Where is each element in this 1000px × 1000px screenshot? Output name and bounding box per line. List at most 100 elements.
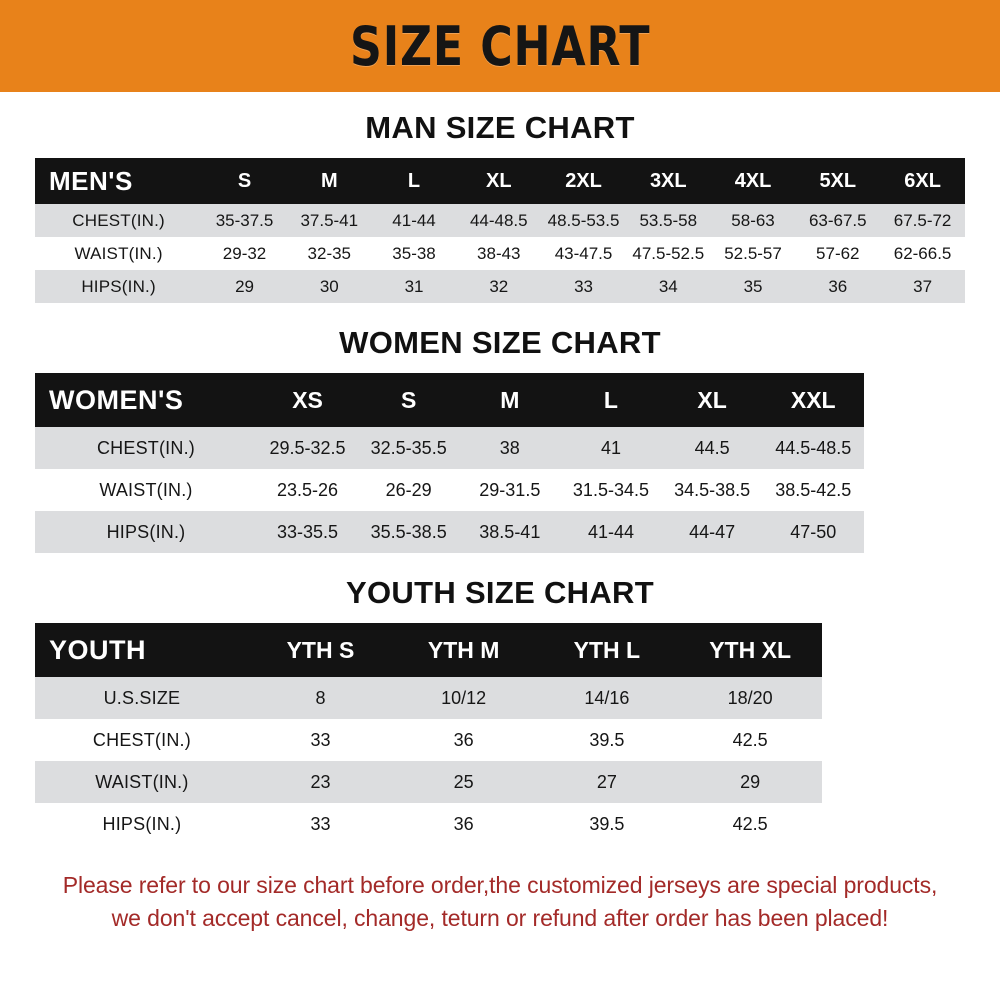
row-label: CHEST(IN.): [35, 719, 249, 761]
column-header-s: S: [358, 373, 460, 427]
table-row: WAIST(IN.) 23 25 27 29: [35, 761, 965, 803]
measurement-cell: 48.5-53.5: [541, 204, 626, 237]
row-label: CHEST(IN.): [35, 204, 203, 237]
table-row: CHEST(IN.) 29.5-32.5 32.5-35.5 38 41 44.5 44.5…: [35, 427, 965, 469]
column-header-xs: XS: [256, 373, 359, 427]
table-corner-label: MEN'S: [35, 158, 203, 204]
table-header-row: YOUTH YTH S YTH M YTH L YTH XL: [35, 623, 965, 677]
measurement-cell: 29: [678, 761, 822, 803]
column-header-xl: XL: [456, 158, 542, 204]
measurement-cell: 33: [541, 270, 626, 303]
women-size-table: WOMEN'S XS S M L XL XXL CHEST(IN.) 29.5-32.5 32.…: [35, 373, 965, 553]
column-header-spacer: [821, 623, 965, 677]
man-table-wrap: MEN'S S M L XL 2XL 3XL 4XL 5XL 6XL CHEST(IN.) 35-37…: [35, 158, 965, 303]
column-header-3xl: 3XL: [625, 158, 711, 204]
measurement-cell: 32.5-35.5: [358, 427, 460, 469]
column-header-xl: XL: [661, 373, 763, 427]
measurement-cell-spacer: [863, 427, 965, 469]
measurement-cell: 34.5-38.5: [661, 469, 763, 511]
measurement-cell-spacer: [863, 469, 965, 511]
order-policy-note-line-1: Please refer to our size chart before or…: [62, 872, 938, 898]
measurement-cell: 67.5-72: [880, 204, 965, 237]
measurement-cell: 35: [710, 270, 796, 303]
table-row: WAIST(IN.) 23.5-26 26-29 29-31.5 31.5-34.5 34…: [35, 469, 965, 511]
measurement-cell: 41-44: [560, 511, 662, 553]
table-header-row: MEN'S S M L XL 2XL 3XL 4XL 5XL 6XL: [35, 158, 965, 204]
row-label: U.S.SIZE: [35, 677, 249, 719]
measurement-cell: 14/16: [535, 677, 679, 719]
column-header-5xl: 5XL: [795, 158, 881, 204]
measurement-cell: 41-44: [371, 204, 457, 237]
measurement-cell: 26-29: [358, 469, 460, 511]
measurement-cell: 37: [880, 270, 965, 303]
youth-size-table: YOUTH YTH S YTH M YTH L YTH XL U.S.SIZE 8 10/1…: [35, 623, 965, 845]
measurement-cell: 47-50: [762, 511, 864, 553]
measurement-cell: 35-38: [371, 237, 457, 270]
row-label: HIPS(IN.): [35, 803, 249, 845]
measurement-cell: 38-43: [456, 237, 542, 270]
table-row: HIPS(IN.) 33-35.5 35.5-38.5 38.5-41 41-44 44-…: [35, 511, 965, 553]
row-label: HIPS(IN.): [35, 270, 203, 303]
measurement-cell: 29: [202, 270, 287, 303]
measurement-cell: 39.5: [535, 719, 679, 761]
table-row: HIPS(IN.) 33 36 39.5 42.5: [35, 803, 965, 845]
measurement-cell: 18/20: [678, 677, 822, 719]
column-header-yth-xl: YTH XL: [678, 623, 822, 677]
measurement-cell: 58-63: [710, 204, 796, 237]
women-table-body: WOMEN'S XS S M L XL XXL CHEST(IN.) 29.5-32.5 32.…: [35, 373, 965, 553]
row-label: WAIST(IN.): [35, 761, 249, 803]
table-row: WAIST(IN.) 29-32 32-35 35-38 38-43 43-47.5 47.…: [35, 237, 965, 270]
column-header-yth-l: YTH L: [535, 623, 679, 677]
measurement-cell: 44.5-48.5: [762, 427, 864, 469]
row-label: WAIST(IN.): [35, 237, 203, 270]
measurement-cell: 29-32: [202, 237, 287, 270]
column-header-xxl: XXL: [762, 373, 864, 427]
measurement-cell: 57-62: [795, 237, 881, 270]
measurement-cell: 33-35.5: [256, 511, 359, 553]
measurement-cell: 38.5-41: [459, 511, 561, 553]
measurement-cell: 23.5-26: [256, 469, 359, 511]
measurement-cell: 37.5-41: [286, 204, 372, 237]
measurement-cell-spacer: [821, 803, 965, 845]
measurement-cell: 36: [392, 803, 536, 845]
measurement-cell: 42.5: [678, 719, 822, 761]
measurement-cell: 43-47.5: [541, 237, 626, 270]
measurement-cell: 47.5-52.5: [625, 237, 711, 270]
column-header-6xl: 6XL: [880, 158, 965, 204]
column-header-yth-s: YTH S: [248, 623, 393, 677]
column-header-m: M: [286, 158, 372, 204]
measurement-cell: 30: [286, 270, 372, 303]
row-label: CHEST(IN.): [35, 427, 257, 469]
measurement-cell: 63-67.5: [795, 204, 881, 237]
measurement-cell-spacer: [863, 511, 965, 553]
column-header-2xl: 2XL: [541, 158, 626, 204]
column-header-yth-m: YTH M: [392, 623, 536, 677]
measurement-cell: 38.5-42.5: [762, 469, 864, 511]
youth-table-wrap: YOUTH YTH S YTH M YTH L YTH XL U.S.SIZE 8 10/1…: [35, 623, 965, 845]
man-size-table: MEN'S S M L XL 2XL 3XL 4XL 5XL 6XL CHEST(IN.) 35-37…: [35, 158, 965, 303]
column-header-m: M: [459, 373, 561, 427]
measurement-cell: 31: [371, 270, 457, 303]
measurement-cell: 8: [248, 677, 393, 719]
measurement-cell-spacer: [821, 761, 965, 803]
measurement-cell: 36: [392, 719, 536, 761]
man-table-body: MEN'S S M L XL 2XL 3XL 4XL 5XL 6XL CHEST(IN.) 35-37…: [35, 158, 965, 303]
measurement-cell: 39.5: [535, 803, 679, 845]
column-header-4xl: 4XL: [710, 158, 796, 204]
measurement-cell: 10/12: [392, 677, 536, 719]
table-corner-label: WOMEN'S: [35, 373, 257, 427]
measurement-cell: 42.5: [678, 803, 822, 845]
order-policy-note: Please refer to our size chart before or…: [19, 869, 981, 934]
table-row: CHEST(IN.) 33 36 39.5 42.5: [35, 719, 965, 761]
table-row: CHEST(IN.) 35-37.5 37.5-41 41-44 44-48.5 48.5…: [35, 204, 965, 237]
measurement-cell: 41: [560, 427, 662, 469]
measurement-cell: 33: [248, 803, 393, 845]
table-row: U.S.SIZE 8 10/12 14/16 18/20: [35, 677, 965, 719]
column-header-l: L: [371, 158, 457, 204]
youth-table-body: YOUTH YTH S YTH M YTH L YTH XL U.S.SIZE 8 10/1…: [35, 623, 965, 845]
measurement-cell: 38: [459, 427, 561, 469]
measurement-cell: 23: [248, 761, 393, 803]
measurement-cell: 29-31.5: [459, 469, 561, 511]
measurement-cell: 27: [535, 761, 679, 803]
